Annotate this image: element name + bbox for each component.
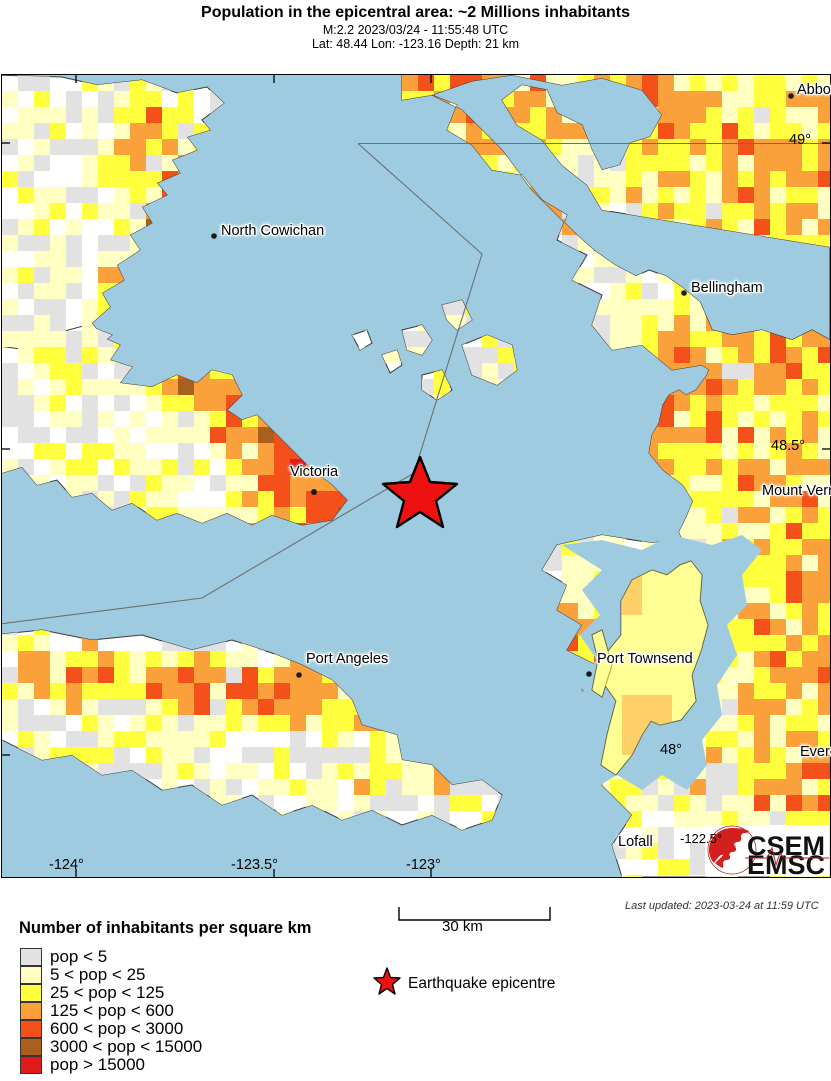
svg-text:EMSC: EMSC — [747, 850, 825, 876]
